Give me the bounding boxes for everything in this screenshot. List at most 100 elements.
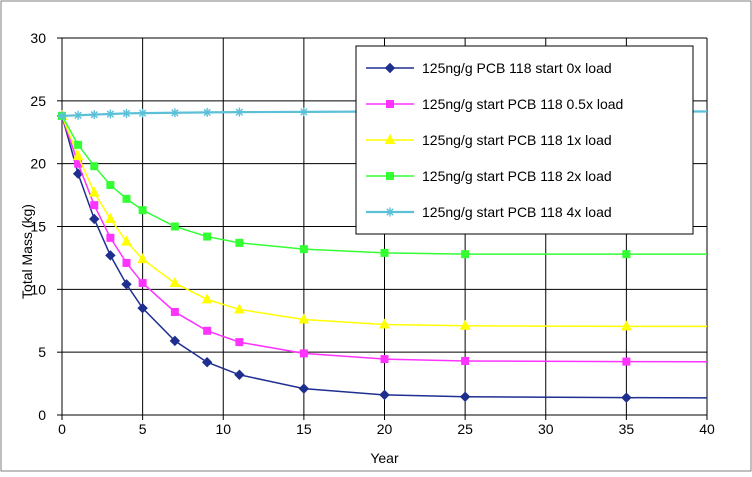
x-tick-label: 20 [377, 421, 393, 437]
y-axis-title: Total Mass (kg) [19, 204, 35, 299]
legend-entry: 125ng/g start PCB 118 0.5x load [366, 96, 623, 112]
data-point [380, 248, 389, 257]
data-point [299, 107, 309, 117]
data-point [105, 212, 116, 223]
legend-marker [385, 207, 395, 217]
data-point [202, 107, 212, 117]
x-tick-label: 40 [699, 421, 715, 437]
data-point [235, 338, 244, 347]
x-axis-title: Year [370, 450, 399, 466]
data-point [621, 320, 632, 331]
data-point [203, 232, 212, 241]
data-point [622, 250, 631, 259]
y-tick-label: 30 [30, 30, 46, 46]
data-point [138, 108, 148, 118]
data-point [73, 110, 83, 120]
data-point [137, 253, 148, 264]
y-tick-label: 15 [30, 219, 46, 235]
data-point [622, 357, 631, 366]
data-point [57, 111, 67, 121]
legend-entry: 125ng/g start PCB 118 2x load [366, 168, 612, 184]
y-tick-label: 5 [38, 344, 46, 360]
x-tick-label: 35 [619, 421, 635, 437]
data-point [89, 110, 99, 120]
legend-label: 125ng/g start PCB 118 0.5x load [422, 96, 623, 112]
data-point [106, 233, 115, 242]
data-point [137, 302, 148, 314]
data-point [170, 307, 179, 316]
data-point [90, 162, 99, 171]
data-point [235, 238, 244, 247]
data-point [121, 235, 132, 246]
data-point [203, 326, 212, 335]
legend-marker [386, 100, 394, 108]
data-point [169, 335, 181, 347]
x-tick-label: 10 [215, 421, 231, 437]
data-point [299, 349, 308, 358]
legend: 125ng/g PCB 118 start 0x load 125ng/g sta… [355, 45, 694, 235]
data-point [459, 391, 471, 402]
data-point [299, 245, 308, 254]
data-point [380, 355, 389, 364]
legend-marker [386, 172, 394, 180]
data-point [170, 222, 179, 231]
series-2 [56, 109, 707, 331]
legend-entry: 125ng/g start PCB 118 4x load [366, 204, 612, 220]
data-point [201, 357, 213, 368]
series-layer [56, 107, 708, 403]
legend-entry: 125ng/g start PCB 118 1x load [366, 132, 612, 148]
data-point [234, 107, 244, 117]
x-tick-label: 25 [457, 421, 473, 437]
data-point [105, 109, 115, 119]
legend-marker [384, 62, 396, 74]
data-point [88, 186, 100, 197]
x-tick-label: 0 [58, 421, 66, 437]
legend-label: 125ng/g PCB 118 start 0x load [422, 60, 612, 76]
data-point [461, 356, 470, 365]
y-tick-label: 0 [38, 407, 46, 423]
legend-label: 125ng/g start PCB 118 1x load [422, 132, 612, 148]
axes: 0 5 10 15 20 25 30 35 40 0 5 10 15 20 25 30 [30, 30, 715, 437]
series-line [61, 115, 708, 399]
data-point [298, 313, 310, 324]
data-point [201, 293, 213, 304]
legend-label: 125ng/g start PCB 118 4x load [422, 204, 612, 220]
data-point [169, 276, 181, 288]
data-point [461, 250, 470, 259]
x-tick-label: 30 [538, 421, 554, 437]
data-point [122, 194, 131, 203]
data-point [122, 108, 131, 118]
data-point [122, 258, 131, 267]
data-point [234, 369, 245, 380]
y-tick-label: 20 [30, 156, 46, 172]
legend-label: 125ng/g start PCB 118 2x load [422, 168, 612, 184]
data-point [170, 108, 180, 118]
data-point [89, 213, 100, 225]
data-point [106, 181, 115, 190]
legend-entry: 125ng/g PCB 118 start 0x load [366, 60, 612, 76]
x-tick-label: 5 [139, 421, 147, 437]
data-point [90, 201, 99, 210]
data-point [234, 303, 245, 314]
series-1 [58, 111, 708, 366]
data-point [459, 319, 471, 330]
legend-marker [384, 133, 396, 144]
data-point [105, 250, 116, 261]
y-tick-label: 25 [30, 93, 46, 109]
data-point [72, 150, 84, 161]
data-point [298, 383, 310, 394]
data-point [621, 392, 632, 403]
data-point [74, 140, 83, 149]
x-tick-label: 15 [296, 421, 312, 437]
y-tick-label: 10 [30, 281, 46, 297]
data-point [379, 318, 390, 329]
series-line [61, 115, 708, 363]
series-line [61, 115, 707, 328]
data-point [379, 389, 390, 401]
series-3 [58, 111, 707, 259]
data-point [138, 206, 147, 215]
data-point [138, 279, 147, 288]
data-point [121, 279, 132, 290]
